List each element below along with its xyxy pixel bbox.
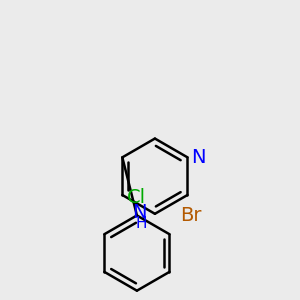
- Text: H: H: [135, 216, 147, 231]
- Text: N: N: [191, 148, 206, 167]
- Text: Cl: Cl: [128, 188, 146, 207]
- Text: Br: Br: [180, 206, 202, 225]
- Text: N: N: [132, 203, 147, 222]
